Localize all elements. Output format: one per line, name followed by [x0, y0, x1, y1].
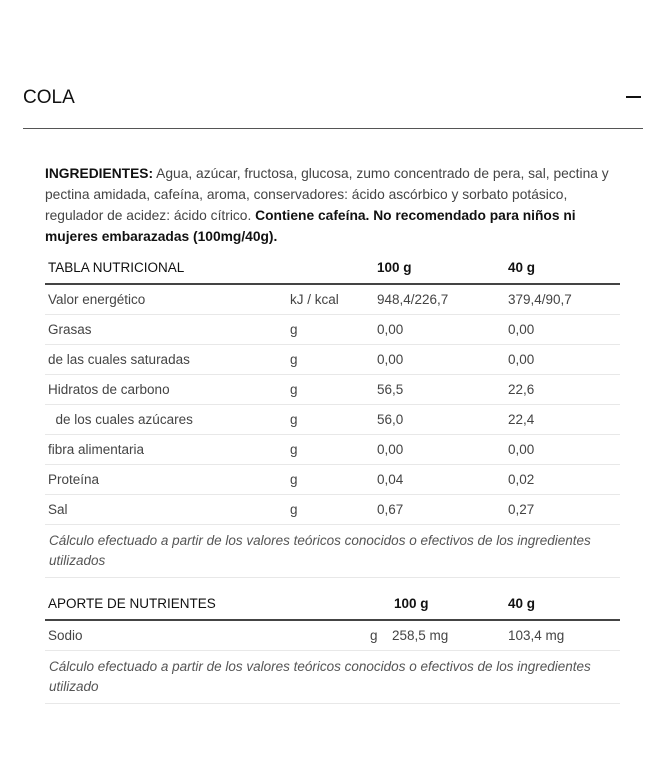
nutrient-name: Sodio — [48, 628, 83, 643]
cell-per100: 948,4/226,7 — [377, 292, 449, 307]
cell-per100: 56,0 — [377, 412, 404, 427]
table-row: Grasas g 0,00 0,00 — [45, 315, 620, 345]
table-row: Proteína g 0,04 0,02 — [45, 465, 620, 495]
nutrition-table: TABLA NUTRICIONAL 100 g 40 g Valor energ… — [45, 253, 620, 578]
cell-name: Hidratos de carbono — [48, 382, 170, 397]
divider — [23, 128, 643, 129]
header-100g: 100 g — [377, 260, 412, 275]
cell-per100: 0,00 — [377, 322, 404, 337]
cell-per100: 0,00 — [377, 442, 404, 457]
cell-name: Sal — [48, 502, 68, 517]
table-row: Sodio g 258,5 mg 103,4 mg — [45, 621, 620, 651]
cell-per40: 22,6 — [508, 382, 535, 397]
cell-per40: 379,4/90,7 — [508, 292, 572, 307]
ingredients-text: INGREDIENTES: Agua, azúcar, fructosa, gl… — [45, 163, 625, 247]
section-title: COLA — [23, 87, 75, 108]
cell-unit: kJ / kcal — [290, 292, 339, 307]
cell-per100: 0,00 — [377, 352, 404, 367]
cell-unit: g — [290, 382, 298, 397]
cell-unit: g — [290, 412, 298, 427]
cell-per40: 0,27 — [508, 502, 535, 517]
cell-unit: g — [290, 472, 298, 487]
header-label: APORTE DE NUTRIENTES — [48, 596, 216, 611]
header-label: TABLA NUTRICIONAL — [48, 260, 185, 275]
cell-per100: 0,67 — [377, 502, 404, 517]
header-40g: 40 g — [508, 260, 536, 275]
cell-name: Grasas — [48, 322, 92, 337]
header-40g: 40 g — [508, 596, 536, 611]
cell-per40: 0,00 — [508, 322, 535, 337]
cell-unit: g — [290, 352, 298, 367]
ingredients-label: INGREDIENTES: — [45, 166, 154, 181]
table-row: Sal g 0,67 0,27 — [45, 495, 620, 525]
nutrition-note: Cálculo efectuado a partir de los valore… — [45, 525, 620, 578]
table-row: Hidratos de carbono g 56,5 22,6 — [45, 375, 620, 405]
cell-unit: g — [290, 322, 298, 337]
nutrients-table-header: APORTE DE NUTRIENTES 100 g 40 g — [45, 589, 620, 621]
value-40g: 103,4 mg — [508, 628, 565, 643]
table-row: fibra alimentaria g 0,00 0,00 — [45, 435, 620, 465]
table-row: Valor energético kJ / kcal 948,4/226,7 379,… — [45, 285, 620, 315]
table-row: de las cuales saturadas g 0,00 0,00 — [45, 345, 620, 375]
cell-per40: 0,00 — [508, 442, 535, 457]
cell-name: fibra alimentaria — [48, 442, 145, 457]
table-row: de los cuales azúcares g 56,0 22,4 — [45, 405, 620, 435]
cell-per100: 56,5 — [377, 382, 404, 397]
nutrients-table: APORTE DE NUTRIENTES 100 g 40 g Sodio g … — [45, 589, 620, 704]
nutrition-table-header: TABLA NUTRICIONAL 100 g 40 g — [45, 253, 620, 285]
cell-name: Proteína — [48, 472, 100, 487]
header-100g: 100 g — [394, 596, 429, 611]
cell-name: Valor energético — [48, 292, 146, 307]
ingredients-list: Agua, azúcar, fructosa, glucosa, zumo co… — [45, 166, 609, 223]
cell-name: de las cuales saturadas — [48, 352, 190, 367]
cell-unit: g — [290, 502, 298, 517]
nutrients-note: Cálculo efectuado a partir de los valore… — [45, 651, 620, 704]
collapse-minus-icon[interactable] — [626, 96, 641, 98]
cell-unit: g — [290, 442, 298, 457]
nutrient-unit: g — [370, 628, 378, 643]
cell-per100: 0,04 — [377, 472, 404, 487]
caffeine-warning: Contiene cafeína. No recomendado para ni… — [45, 208, 576, 244]
cell-per40: 0,00 — [508, 352, 535, 367]
cell-per40: 22,4 — [508, 412, 535, 427]
value-100g: 258,5 mg — [392, 628, 449, 643]
cell-per40: 0,02 — [508, 472, 535, 487]
cell-name: de los cuales azúcares — [48, 412, 193, 427]
